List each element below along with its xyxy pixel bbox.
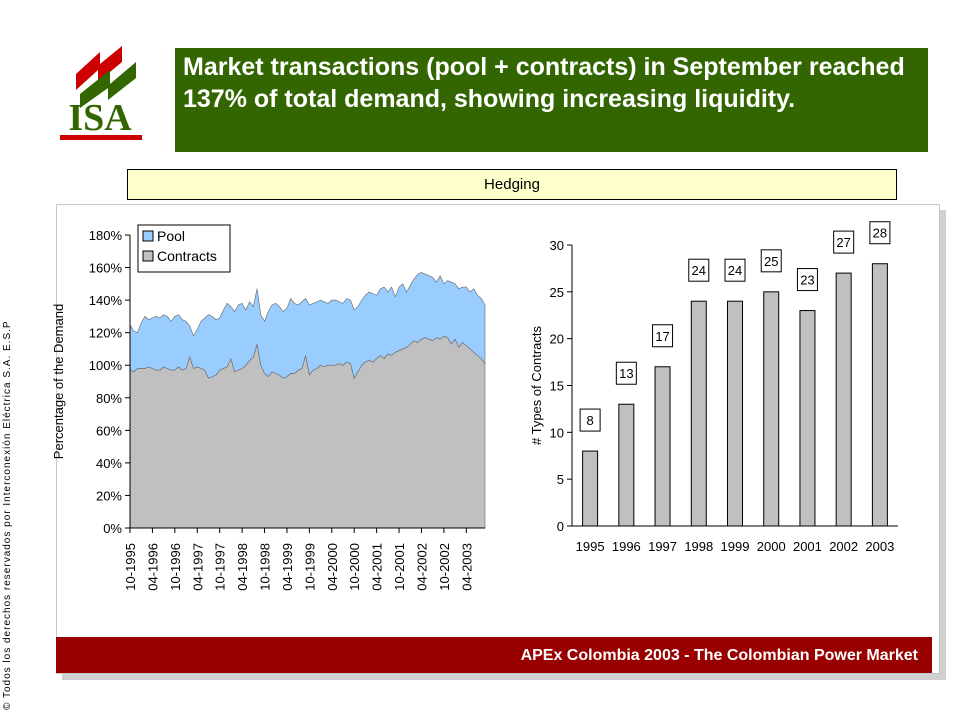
x-tick-label: 1998 [684,539,713,554]
value-label: 8 [586,413,593,428]
x-tick-label: 10-1995 [123,543,138,591]
value-label: 24 [692,263,706,278]
x-tick-label: 2001 [793,539,822,554]
x-tick-label: 04-2001 [370,543,385,591]
x-tick-label: 10-2002 [437,543,452,591]
y-tick-label: 30 [550,238,564,253]
value-label-box [579,408,601,432]
logo-mark [80,62,136,108]
x-tick-label: 10-1998 [258,543,273,591]
value-label-box [615,361,637,385]
value-label-box [760,249,782,273]
x-tick-label: 04-1996 [145,543,160,591]
y-tick-label: 60% [96,423,122,438]
y-tick-label: 20% [96,488,122,503]
legend-label: Pool [157,228,185,244]
legend-swatch [142,230,154,242]
value-label-box [796,268,818,292]
value-label: 23 [800,273,814,288]
value-label: 24 [728,263,742,278]
bar [799,310,816,527]
value-label: 27 [836,235,850,250]
bar [618,403,635,527]
section-label: Hedging [127,169,897,200]
value-label: 13 [619,366,633,381]
value-label: 28 [873,226,887,241]
y-tick-label: 140% [89,293,123,308]
y-tick-label: 120% [89,326,123,341]
legend-swatch [142,250,154,262]
x-tick-label: 2002 [829,539,858,554]
x-tick-label: 2003 [865,539,894,554]
slide-title: Market transactions (pool + contracts) i… [175,48,928,152]
value-label: 25 [764,254,778,269]
bar [654,366,671,527]
y-tick-label: 15 [550,379,564,394]
y-axis-label: # Types of Contracts [529,326,544,445]
logo-text: ISA [68,97,132,139]
value-label: 17 [655,329,669,344]
x-tick-label: 1999 [721,539,750,554]
footer: APEx Colombia 2003 - The Colombian Power… [56,637,932,673]
bar [582,450,599,527]
y-tick-label: 20 [550,332,564,347]
value-label-box [869,221,891,245]
logo-bar [60,135,142,140]
x-tick-label: 04-1997 [190,543,205,591]
x-tick-label: 04-1999 [280,543,295,591]
value-label-box [688,258,710,282]
logo: ISA [60,46,142,140]
bar [727,300,743,527]
x-tick-label: 04-1998 [235,543,250,591]
bar [871,263,888,527]
x-tick-label: 10-1999 [302,543,317,591]
copyright: © Todos los derechos reservados por Inte… [2,320,13,710]
x-tick-label: 04-2003 [459,543,474,591]
y-axis-label: Percentage of the Demand [51,304,66,459]
x-tick-label: 2000 [757,539,786,554]
y-tick-label: 180% [89,228,123,243]
x-tick-label: 1997 [648,539,677,554]
y-tick-label: 0% [103,521,122,536]
value-label-box [652,324,674,348]
y-tick-label: 40% [96,456,122,471]
x-tick-label: 10-1996 [168,543,183,591]
legend-label: Contracts [157,248,217,264]
x-tick-label: 04-2000 [325,543,340,591]
x-tick-label: 1996 [612,539,641,554]
x-tick-label: 10-1997 [213,543,228,591]
logo-mark [76,46,122,90]
x-tick-label: 04-2002 [414,543,429,591]
y-tick-label: 25 [550,285,564,300]
x-tick-label: 10-2001 [392,543,407,591]
value-label-box [724,258,746,282]
bar [763,291,780,527]
y-tick-label: 10 [550,425,564,440]
bar [835,272,852,527]
y-tick-label: 80% [96,391,122,406]
x-tick-label: 1995 [576,539,605,554]
value-label-box [833,230,855,254]
x-tick-label: 10-2000 [347,543,362,591]
y-tick-label: 160% [89,261,123,276]
y-tick-label: 100% [89,358,123,373]
bar [690,300,707,527]
y-tick-label: 5 [557,472,564,487]
y-tick-label: 0 [557,519,564,534]
area [129,272,486,380]
